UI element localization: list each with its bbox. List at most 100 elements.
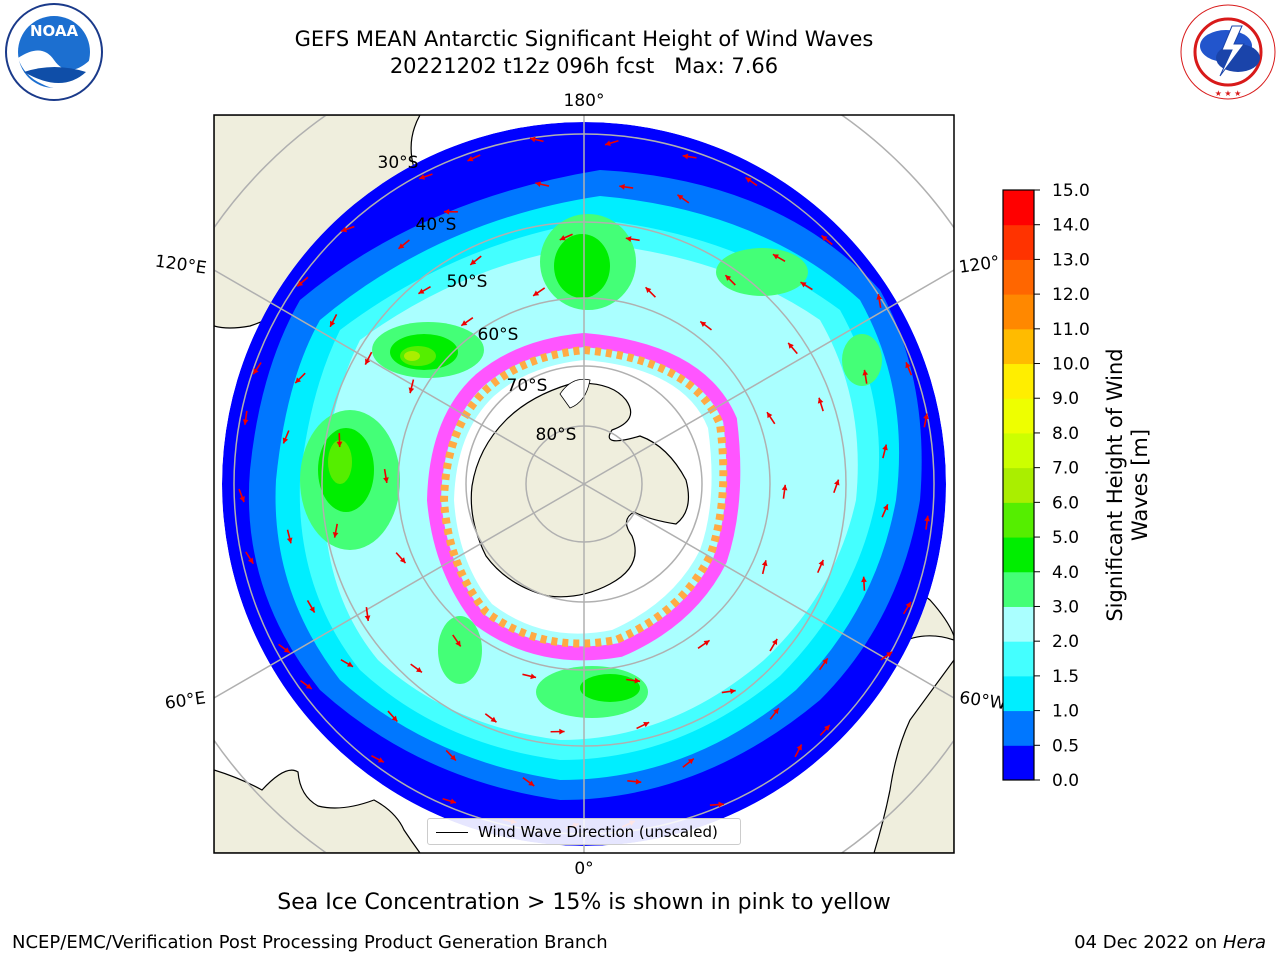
wave-direction-arrowhead <box>796 744 802 751</box>
wave-direction-arrowhead <box>332 531 339 538</box>
wave-direction-arrowhead <box>817 397 824 404</box>
colorbar-tick-label: 1.5 <box>1052 667 1079 687</box>
wave-direction-arrowhead <box>882 444 888 451</box>
wave-direction-arrowhead <box>559 728 565 735</box>
wave-direction-arrowhead <box>745 177 752 183</box>
lat-label-40s: 40°S <box>416 215 457 235</box>
wave-direction-arrowhead <box>309 606 315 613</box>
colorbar-segment <box>1003 537 1034 573</box>
figure-subtitle: 20221202 t12z 096h fcst Max: 7.66 <box>389 54 779 78</box>
colorbar-tick-label: 7.0 <box>1052 459 1079 479</box>
noaa-logo-text: NOAA <box>30 22 79 40</box>
colorbar-tick-label: 3.0 <box>1052 597 1079 617</box>
wave-direction-arrowhead <box>718 801 724 808</box>
wave-direction-arrowhead <box>364 615 371 621</box>
nws-logo: ★ ★ ★ <box>1180 4 1276 100</box>
wave-direction-arrowhead <box>470 259 477 265</box>
map-legend: Wind Wave Direction (unscaled) <box>427 818 741 845</box>
wave-direction-arrowhead <box>772 638 778 645</box>
colorbar-tick-label: 5.0 <box>1052 528 1079 548</box>
wave-direction-arrowhead <box>725 275 732 281</box>
wave-direction-arrowhead <box>467 156 474 162</box>
wave-direction-arrowhead <box>772 254 779 260</box>
wave-direction-arrowhead <box>677 194 684 201</box>
wave-direction-arrowhead <box>443 208 450 215</box>
lon-label-120e: 120°E <box>154 252 208 279</box>
colorbar-segment <box>1003 294 1034 330</box>
wave-direction-arrowhead <box>398 243 405 249</box>
colorbar-tick-label: 15.0 <box>1052 181 1090 201</box>
colorbar-segment <box>1003 745 1034 781</box>
wave-direction-arrowhead <box>330 320 336 327</box>
wave-direction-arrowhead <box>862 369 869 376</box>
wave-direction-arrowhead <box>824 725 830 731</box>
wave-direction-arrowhead <box>773 708 779 715</box>
wave-direction-arrowhead <box>886 651 893 658</box>
footer-date-text: 04 Dec 2022 on <box>1074 932 1223 953</box>
colorbar-segment <box>1003 571 1034 607</box>
colorbar-ticks: 0.0 0.5 1.0 1.5 2.0 3.0 4.0 5.0 6.0 7.0 8.0 9.0 10.0… <box>1034 181 1090 791</box>
colorbar-tick-label: 0.0 <box>1052 771 1079 791</box>
footer-host: Hera <box>1222 932 1266 953</box>
wave-direction-arrowhead <box>529 136 536 143</box>
wave-direction-arrowhead <box>530 673 537 680</box>
wave-direction-arrowhead <box>619 184 625 190</box>
wind-wave-arrows <box>238 136 930 830</box>
colorbar-segment <box>1003 710 1034 746</box>
map-frame <box>213 114 955 854</box>
wave-direction-arrowhead <box>605 140 611 146</box>
colorbar-tick-label: 11.0 <box>1052 320 1090 340</box>
wave-direction-arrowhead <box>625 236 632 242</box>
lon-label-60w: 60°W <box>958 688 1007 714</box>
lon-label-180: 180° <box>564 91 605 111</box>
wave-direction-arrowhead <box>347 661 354 667</box>
footer-date: 04 Dec 2022 on Hera <box>1074 932 1266 953</box>
footer-producer: NCEP/EMC/Verification Post Processing Pr… <box>12 932 608 953</box>
wave-direction-arrowhead <box>818 559 824 566</box>
wave-direction-arrowhead <box>418 288 425 294</box>
colorbar-tick-label: 2.0 <box>1052 632 1079 652</box>
wave-direction-arrowhead <box>391 715 398 722</box>
wave-direction-arrowhead <box>924 515 930 522</box>
wave-direction-arrowhead <box>336 441 343 448</box>
lat-label-70s: 70°S <box>507 376 548 396</box>
colorbar-tick-label: 9.0 <box>1052 389 1079 409</box>
wave-direction-arrowhead <box>834 479 840 486</box>
wave-direction-arrowhead <box>416 666 422 673</box>
wave-direction-arrowhead <box>419 174 426 180</box>
wave-direction-arrowhead <box>377 757 384 763</box>
colorbar-segment <box>1003 398 1034 434</box>
lon-label-60e: 60°E <box>164 688 207 713</box>
colorbar-tick-label: 13.0 <box>1052 250 1090 270</box>
wave-direction-arrowhead <box>687 758 694 765</box>
wave-direction-arrowhead <box>635 778 642 785</box>
colorbar-tick-label: 4.0 <box>1052 563 1079 583</box>
graticule <box>214 115 954 853</box>
lat-label-60s: 60°S <box>478 325 519 345</box>
wave-direction-arrowhead <box>645 287 652 294</box>
colorbar-segment <box>1003 432 1034 469</box>
wave-direction-arrowhead <box>800 282 807 288</box>
svg-text:★ ★ ★: ★ ★ ★ <box>1215 89 1242 98</box>
legend-label: Wind Wave Direction (unscaled) <box>478 823 718 841</box>
wave-direction-arrowhead <box>923 413 929 420</box>
wave-direction-arrowhead <box>822 658 828 665</box>
wave-direction-arrowhead <box>559 235 566 241</box>
wave-direction-arrowhead <box>767 412 773 419</box>
wave-direction-arrowhead <box>282 437 289 444</box>
antarctica <box>470 382 689 598</box>
lat-label-80s: 80°S <box>536 425 577 445</box>
wave-direction-arrowhead <box>295 377 302 384</box>
wave-direction-arrowhead <box>861 576 867 583</box>
colorbar-segment <box>1003 224 1034 260</box>
figure-title: GEFS MEAN Antarctic Significant Height o… <box>294 27 874 51</box>
wave-direction-arrowhead <box>286 537 293 544</box>
lat-label-50s: 50°S <box>447 272 488 292</box>
wave-direction-arrowhead <box>882 504 889 511</box>
wave-direction-arrowhead <box>528 780 535 786</box>
wave-direction-arrowhead <box>533 290 540 296</box>
colorbar-segment <box>1003 259 1034 295</box>
wave-direction-arrowhead <box>461 320 468 326</box>
colorbar-segment <box>1003 675 1034 712</box>
wave-direction-arrowhead <box>242 419 249 425</box>
